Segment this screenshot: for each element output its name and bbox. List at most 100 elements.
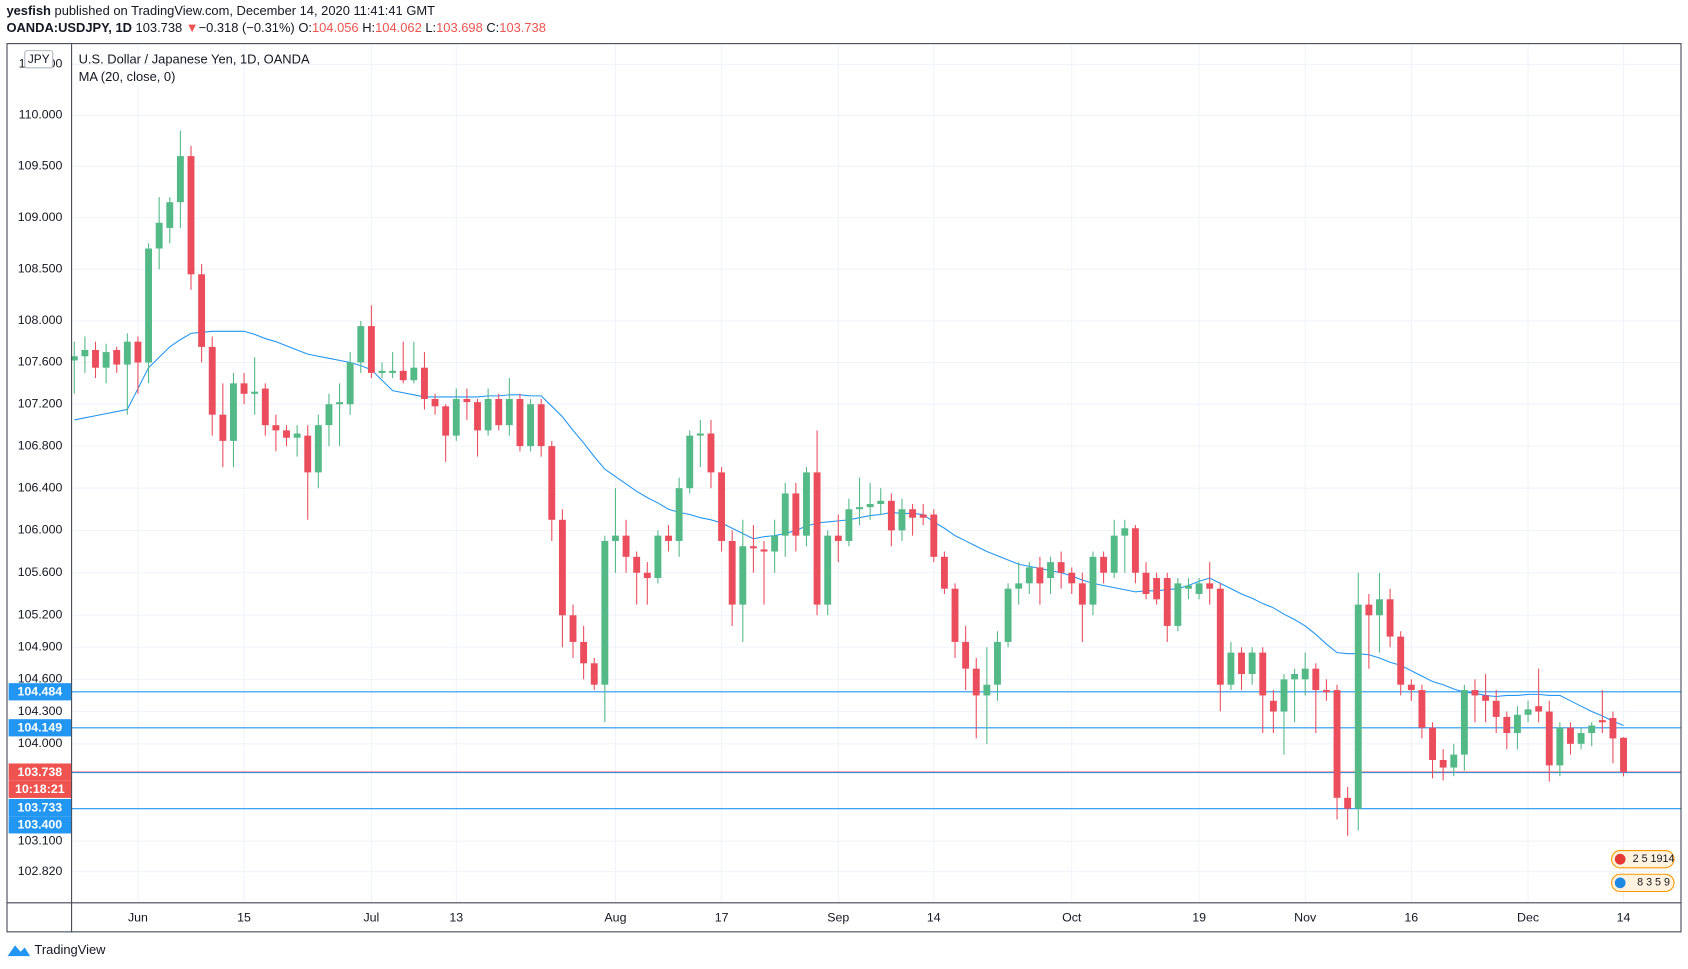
header-quote-line: OANDA:USDJPY, 1D 103.738 ▼−0.318 (−0.31%… [6,20,545,35]
candle-body [1248,652,1256,675]
candle-body [1078,583,1086,605]
x-tick-label: Sep [827,911,849,925]
x-tick-label: Nov [1294,911,1317,925]
legend-title: U.S. Dollar / Japanese Yen, 1D, OANDA [79,52,310,67]
candle-body [1163,578,1171,626]
candle-body [760,549,768,552]
candle-body [198,274,206,347]
candle-body [1439,759,1447,768]
candle-body [1015,583,1023,589]
x-tick-label: Jun [128,911,148,925]
y-tick-label: 106.800 [18,438,63,452]
candle-body [452,398,460,436]
candle-body [601,540,609,685]
candle-body [1535,706,1543,712]
badge [1611,873,1675,893]
change: −0.318 (−0.31%) [199,20,295,35]
candle-body [474,402,481,431]
legend-ma: MA (20, close, 0) [79,69,176,84]
price-label-box [8,683,72,701]
y-tick-label: 105.600 [18,565,63,579]
candle-body [283,430,290,438]
candle-body [1503,716,1511,734]
x-tick-label: 19 [1192,911,1206,925]
currency-box[interactable] [24,50,54,69]
candle-body [230,383,237,441]
badge [1611,850,1675,869]
ohlc-c-label: C: [486,20,499,35]
candle-body [940,556,948,589]
candle-body [1429,727,1436,760]
candle-body [325,404,333,426]
candle-body [972,668,980,696]
candle-body [845,509,853,541]
candle-body [516,398,524,447]
candle-body [1025,567,1033,584]
price-label: 103.733 [17,800,62,814]
candle-body [123,341,131,365]
price-axis: 102.820 103.100 104.000 104.300 104.600 104.9… [18,57,1631,925]
candle-body [558,519,566,616]
y-tick-label: 104.300 [18,704,63,718]
candle-body [771,535,779,552]
candle-body [994,641,1001,685]
candle-body [208,346,216,415]
ohlc-h: 104.062 [375,20,422,35]
candle-body [1524,709,1532,715]
candle-body [866,503,874,508]
candle-body [537,404,545,447]
x-tick-label: Aug [604,911,626,925]
candle-body [643,572,651,579]
countdown: 10:18:21 [15,782,65,796]
y-tick-label: 109.000 [18,210,63,224]
candle-body [1556,727,1564,766]
candle-body [1153,578,1161,600]
candle-body [590,663,598,685]
candle-body [1598,720,1606,723]
price-label-box [8,763,72,781]
candle-body [1397,636,1405,685]
candle-body [1280,679,1288,712]
candle-body [367,326,375,373]
chart-pane: 102.820 103.100 104.000 104.300 104.600 104.9… [18,44,1682,925]
candle-body [813,472,821,605]
candle-body [983,684,991,696]
brand: TradingView [34,942,106,957]
ohlc-l: 103.698 [436,20,483,35]
candle-body [1110,535,1118,573]
candle-body [1460,690,1468,755]
candle-body [176,156,184,203]
candle-body [696,433,704,436]
y-tick-label: 104.900 [18,640,63,654]
candle-body [580,641,588,664]
x-tick-label: Oct [1062,911,1082,925]
candle-body [1620,737,1627,773]
candle-body [1376,599,1383,616]
candle-body [1312,668,1320,691]
price-label: 104.484 [17,685,62,699]
candle-body [1100,556,1108,573]
y-tick-label: 104.000 [18,736,63,750]
candle-body [1121,528,1129,536]
x-tick-label: 14 [927,911,941,925]
candle-body [898,509,906,531]
x-tick-label: 17 [715,911,729,925]
candle-body [1471,690,1479,696]
published: published on TradingView.com, December 1… [55,3,436,18]
candle-body [431,398,439,407]
candle-body [1259,652,1267,696]
ohlc-o-label: O: [298,20,312,35]
y-tick-label: 104.600 [18,672,63,686]
y-tick-label: 106.400 [18,480,63,494]
candle-body [484,398,492,431]
candle-body [1131,528,1139,573]
price-label: 103.400 [17,818,62,832]
candle-body [421,367,428,399]
candle-body [113,349,121,365]
candle-body [1301,668,1309,680]
candle-body [442,406,450,436]
candle-body [707,433,715,473]
candle-body [1333,690,1341,798]
